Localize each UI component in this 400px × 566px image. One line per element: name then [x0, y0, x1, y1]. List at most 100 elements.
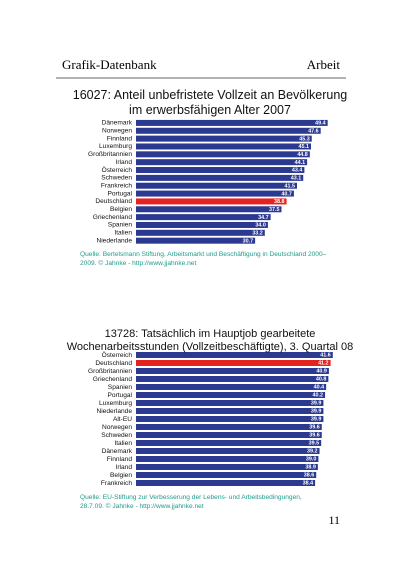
- category-label: Irland: [116, 464, 133, 471]
- category-label: Griechenland: [93, 214, 133, 221]
- bar: [136, 119, 328, 126]
- bar: [136, 190, 294, 197]
- value-label: 49.4: [315, 121, 326, 127]
- category-label: Portugal: [107, 392, 132, 399]
- bar: [136, 480, 316, 486]
- category-label: Frankreich: [101, 182, 132, 189]
- category-label: Finnland: [107, 135, 133, 142]
- bar: [136, 198, 287, 205]
- category-label: Großbritannien: [88, 368, 132, 375]
- value-label: 34.7: [258, 215, 269, 221]
- category-label: Deutschland: [95, 198, 132, 205]
- value-label: 38.6: [304, 473, 315, 479]
- bar: [136, 392, 326, 398]
- category-label: Deutschland: [95, 360, 132, 367]
- bar: [136, 360, 331, 366]
- bar: [136, 352, 333, 358]
- category-label: Irland: [116, 159, 133, 166]
- bar: [136, 368, 329, 374]
- category-label: Luxemburg: [99, 400, 132, 407]
- bar: [136, 384, 327, 390]
- value-label: 39.6: [309, 433, 320, 439]
- value-label: 38.9: [305, 465, 316, 471]
- value-label: 41.5: [285, 183, 296, 189]
- chart-title: 13728: Tatsächlich im Hauptjob gearbeite…: [66, 328, 354, 354]
- value-label: 40.2: [313, 393, 324, 399]
- bar: [136, 206, 282, 213]
- bar: [136, 214, 271, 221]
- value-label: 44.1: [295, 160, 306, 166]
- value-label: 37.5: [269, 207, 280, 213]
- category-label: Griechenland: [93, 376, 133, 383]
- header-left: Grafik-Datenbank: [62, 57, 157, 72]
- bar: [136, 424, 322, 430]
- category-label: Schweden: [101, 175, 132, 182]
- source: Quelle: EU-Stiftung zur Verbesserung der…: [80, 494, 302, 511]
- value-label: 41.2: [318, 361, 329, 367]
- value-label: 45.1: [298, 144, 309, 150]
- value-label: 39.2: [307, 449, 318, 455]
- category-label: Niederlande: [96, 408, 132, 415]
- category-label: Spanien: [108, 222, 133, 229]
- category-label: Finnland: [107, 456, 133, 463]
- value-label: 39.9: [311, 409, 322, 415]
- category-label: Österreich: [102, 166, 133, 174]
- category-label: Norwegen: [102, 424, 132, 431]
- header-right: Arbeit: [306, 57, 340, 72]
- value-label: 40.9: [316, 369, 327, 375]
- bar: [136, 408, 324, 414]
- bar: [136, 416, 324, 422]
- category-label: Belgien: [110, 472, 132, 479]
- value-label: 40.7: [281, 191, 292, 197]
- bar: [136, 221, 268, 228]
- bar: [136, 174, 304, 181]
- bar: [136, 448, 320, 454]
- bar: [136, 432, 322, 438]
- value-label: 39.5: [309, 441, 320, 447]
- bar: [136, 151, 310, 158]
- bar: [136, 159, 308, 166]
- bar: [136, 167, 305, 174]
- category-label: Alt-EU: [113, 416, 132, 423]
- bar: [136, 237, 256, 244]
- value-label: 39.9: [311, 417, 322, 423]
- value-label: 40.8: [316, 377, 327, 383]
- value-label: 33.2: [252, 231, 263, 237]
- value-label: 43.4: [292, 168, 303, 174]
- bar: [136, 400, 324, 406]
- value-label: 40.4: [314, 385, 325, 391]
- category-label: Norwegen: [102, 128, 132, 135]
- bar: [136, 127, 321, 134]
- category-label: Luxemburg: [99, 143, 132, 150]
- value-label: 38.8: [274, 199, 285, 205]
- category-label: Spanien: [108, 384, 133, 391]
- value-label: 30.7: [243, 238, 254, 244]
- category-label: Niederlande: [96, 237, 132, 244]
- bar: [136, 376, 329, 382]
- value-label: 39.9: [311, 401, 322, 407]
- category-label: Frankreich: [101, 480, 132, 487]
- category-label: Italien: [114, 230, 132, 237]
- chart-title: 16027: Anteil unbefristete Vollzeit an B…: [72, 88, 348, 117]
- value-label: 41.6: [320, 353, 331, 359]
- category-label: Österreich: [102, 351, 133, 359]
- bar: [136, 135, 312, 142]
- page-number: 11: [328, 513, 340, 527]
- value-label: 39.6: [309, 425, 320, 431]
- category-label: Dänemark: [102, 448, 133, 455]
- bar: [136, 472, 317, 478]
- value-label: 47.6: [308, 128, 319, 134]
- category-label: Italien: [114, 440, 132, 447]
- bar: [136, 456, 319, 462]
- value-label: 34.0: [255, 223, 266, 229]
- category-label: Portugal: [107, 190, 132, 197]
- source: Quelle: Bertelsmann Stiftung, Arbeitsmar…: [80, 251, 327, 268]
- value-label: 44.8: [297, 152, 308, 158]
- bar: [136, 182, 298, 189]
- value-label: 39.0: [306, 457, 317, 463]
- category-label: Belgien: [110, 206, 132, 213]
- bar: [136, 464, 318, 470]
- bar: [136, 143, 311, 150]
